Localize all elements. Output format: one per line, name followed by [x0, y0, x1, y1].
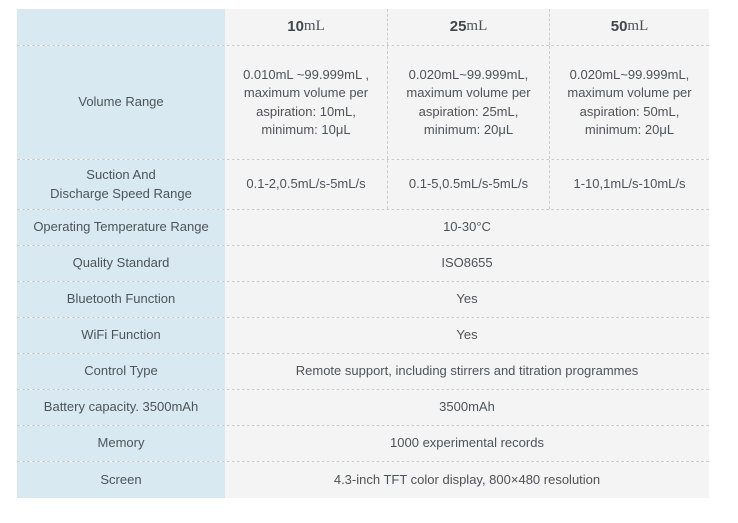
header-size-number: 25	[449, 18, 467, 36]
value-memory: 1000 experimental records	[225, 426, 709, 461]
header-size-number: 10	[287, 18, 304, 36]
row-volume-range: Volume Range 0.010mL ~99.999mL , maximum…	[17, 46, 709, 160]
row-label-battery-capacity: Battery capacity. 3500mAh	[17, 390, 225, 425]
row-label-control-type: Control Type	[17, 354, 225, 389]
row-control-type: Control Type Remote support, including s…	[17, 354, 709, 390]
row-label-memory: Memory	[17, 426, 225, 461]
header-size-unit: mL	[627, 18, 649, 35]
value-screen: 4.3-inch TFT color display, 800×480 reso…	[225, 462, 709, 498]
row-label-screen: Screen	[17, 462, 225, 498]
spec-table: 10 mL 25 mL 50 mL Volume Range 0.010mL ~99.…	[17, 9, 709, 498]
value-operating-temperature: 10-30°C	[225, 210, 709, 245]
row-battery-capacity: Battery capacity. 3500mAh 3500mAh	[17, 390, 709, 426]
value-bluetooth-function: Yes	[225, 282, 709, 317]
header-empty-cell	[17, 9, 225, 45]
row-label-speed-range: Suction And Discharge Speed Range	[17, 160, 225, 209]
header-row: 10 mL 25 mL 50 mL	[17, 9, 709, 46]
row-label-quality-standard: Quality Standard	[17, 246, 225, 281]
cell-volume-range-10ml: 0.010mL ~99.999mL , maximum volume per a…	[225, 46, 387, 159]
row-label-bluetooth-function: Bluetooth Function	[17, 282, 225, 317]
row-quality-standard: Quality Standard ISO8655	[17, 246, 709, 282]
value-wifi-function: Yes	[225, 318, 709, 353]
row-label-operating-temperature: Operating Temperature Range	[17, 210, 225, 245]
header-size-unit: mL	[466, 18, 488, 35]
row-bluetooth-function: Bluetooth Function Yes	[17, 282, 709, 318]
header-cell-10ml: 10 mL	[225, 9, 387, 45]
row-memory: Memory 1000 experimental records	[17, 426, 709, 462]
row-screen: Screen 4.3-inch TFT color display, 800×4…	[17, 462, 709, 498]
row-label-volume-range: Volume Range	[17, 46, 225, 159]
value-control-type: Remote support, including stirrers and t…	[225, 354, 709, 389]
cell-volume-range-50ml: 0.020mL~99.999mL, maximum volume per asp…	[549, 46, 709, 159]
row-wifi-function: WiFi Function Yes	[17, 318, 709, 354]
value-battery-capacity: 3500mAh	[225, 390, 709, 425]
cell-speed-range-50ml: 1-10,1mL/s-10mL/s	[549, 160, 709, 209]
cell-speed-range-25ml: 0.1-5,0.5mL/s-5mL/s	[387, 160, 549, 209]
cell-volume-range-25ml: 0.020mL~99.999mL, maximum volume per asp…	[387, 46, 549, 159]
header-size-number: 50	[610, 18, 628, 36]
header-cell-50ml: 50 mL	[549, 9, 709, 45]
row-operating-temperature: Operating Temperature Range 10-30°C	[17, 210, 709, 246]
header-cell-25ml: 25 mL	[387, 9, 549, 45]
row-speed-range: Suction And Discharge Speed Range 0.1-2,…	[17, 160, 709, 210]
header-size-unit: mL	[303, 18, 325, 35]
value-quality-standard: ISO8655	[225, 246, 709, 281]
row-label-wifi-function: WiFi Function	[17, 318, 225, 353]
cell-speed-range-10ml: 0.1-2,0.5mL/s-5mL/s	[225, 160, 387, 209]
